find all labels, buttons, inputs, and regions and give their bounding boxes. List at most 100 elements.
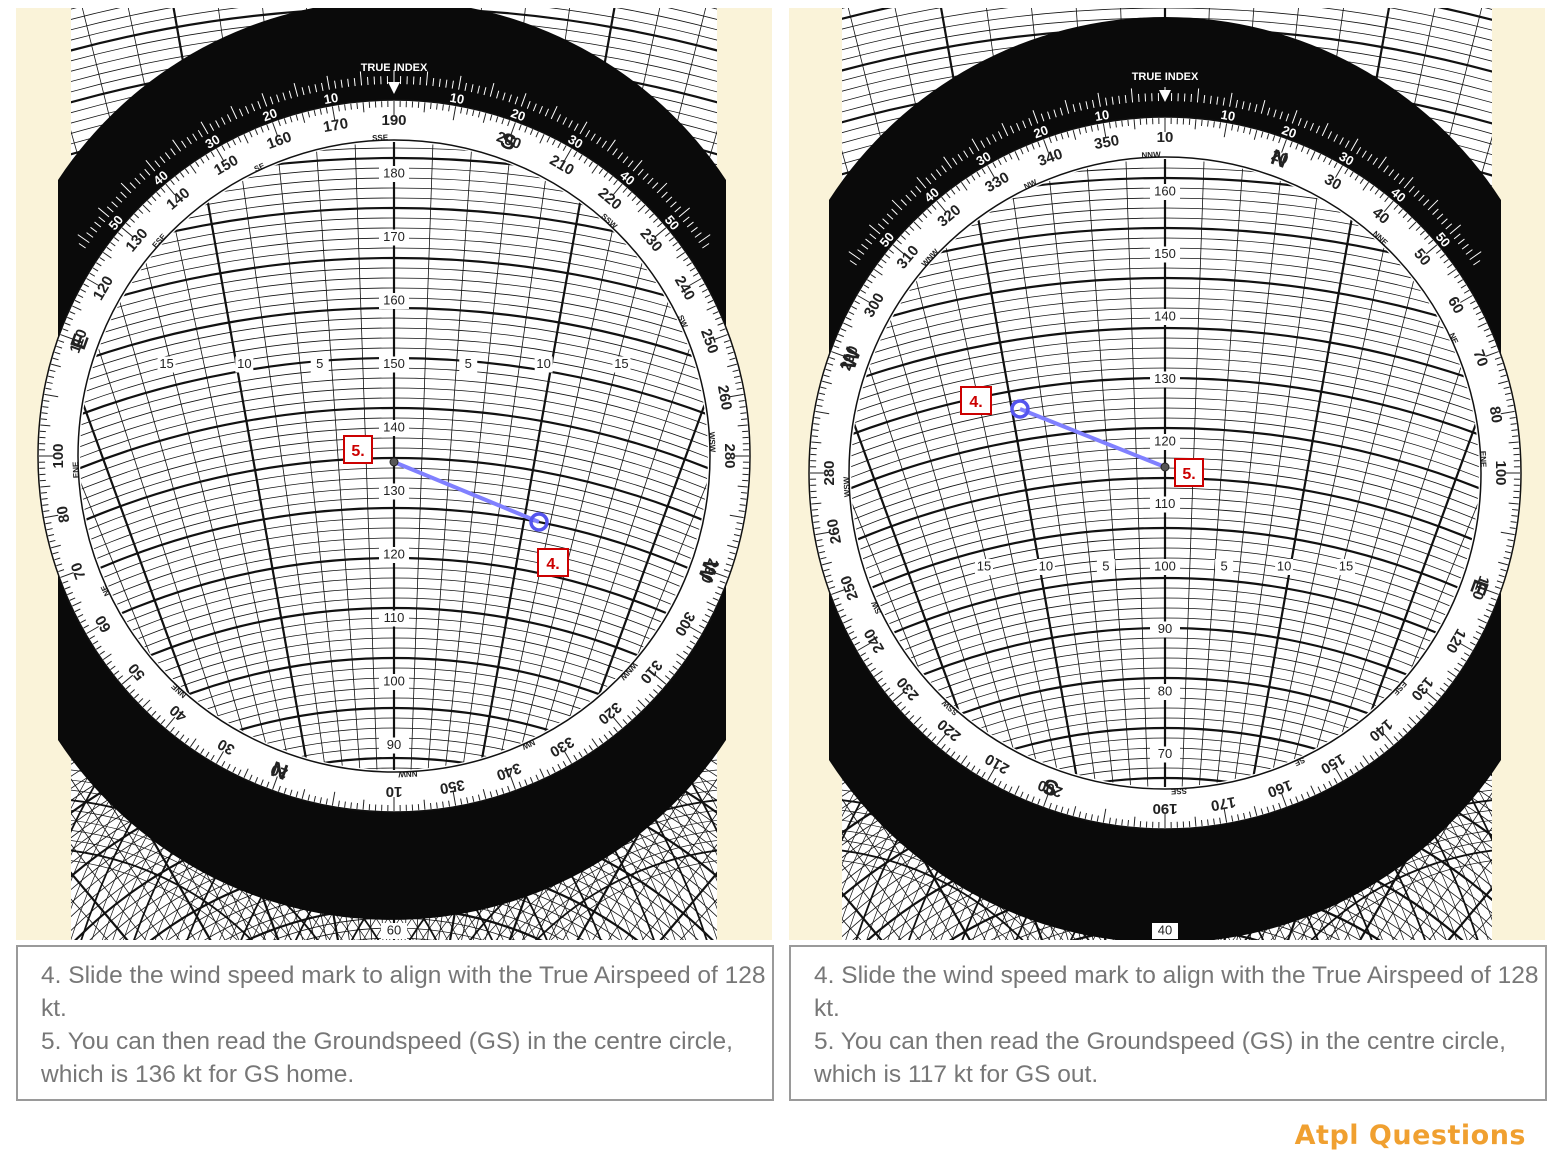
ring-tick [976, 171, 981, 178]
ring-tick [46, 381, 53, 384]
ring-tick [226, 142, 231, 149]
ring-tick [683, 650, 689, 655]
ring-tick [62, 328, 69, 332]
bezel-tick [1469, 251, 1482, 261]
ring-tick [72, 601, 82, 607]
ring-tick [707, 299, 714, 304]
ring-tick [927, 208, 932, 214]
bezel-tick [1040, 113, 1045, 122]
ring-tick [350, 802, 352, 809]
ring-tick [113, 670, 120, 675]
ring-tick [741, 418, 748, 421]
ring-number: 280 [821, 460, 838, 485]
grid-drift-line [535, 531, 717, 940]
centre-scale-label: 110 [384, 610, 405, 625]
bezel-tick [489, 83, 495, 97]
ring-tick [1335, 768, 1343, 781]
ring-number: 190 [381, 112, 406, 129]
bezel-tick [1053, 109, 1057, 118]
ring-tick [835, 603, 842, 607]
ring-tick [138, 698, 144, 703]
bezel-tick [562, 117, 567, 125]
ring-tick [110, 665, 116, 671]
ring-intercardinal: WSW [842, 476, 852, 497]
ring-tick [429, 803, 432, 810]
bezel-tick [464, 82, 467, 91]
ring-tick [608, 730, 613, 737]
ring-tick [884, 687, 891, 692]
bezel-tick [622, 156, 629, 164]
bezel-tick [1032, 110, 1039, 124]
ring-tick [657, 222, 663, 228]
bezel-tick [1388, 169, 1395, 177]
ring-tick [829, 586, 836, 590]
bezel-tick [674, 206, 682, 213]
ring-tick [812, 515, 819, 517]
bezel-tick [230, 105, 238, 120]
bezel-tick [1457, 238, 1465, 245]
grid-drift-line [508, 367, 717, 940]
ring-tick [80, 288, 87, 293]
centre-scale-label: 120 [383, 546, 405, 561]
bezel-label: 20 [509, 105, 528, 124]
grid-drift-line [1274, 270, 1492, 940]
ring-tick [249, 131, 253, 138]
ring-tick [612, 716, 623, 729]
ring-tick [888, 692, 895, 697]
ring-tick [1398, 732, 1403, 738]
ring-tick [1498, 561, 1509, 566]
ring-tick [307, 794, 311, 801]
wind-speed-mark[interactable] [1010, 399, 1030, 419]
grid-drift-line [240, 142, 395, 770]
ring-tick [676, 653, 686, 661]
ring-tick [931, 204, 937, 210]
bezel-tick [882, 218, 889, 225]
ring-tick [58, 569, 65, 573]
ring-tick [578, 154, 583, 161]
bezel-tick [192, 133, 198, 141]
ring-tick [1511, 429, 1518, 431]
bezel-tick [78, 243, 86, 249]
ring-tick [735, 381, 742, 384]
bezel-tick [477, 85, 480, 94]
ring-tick [1335, 165, 1343, 178]
bezel-tick [1403, 176, 1414, 189]
ring-tick [727, 363, 738, 368]
bezel-tick [458, 75, 462, 90]
bezel-tick [596, 137, 602, 145]
ring-tick [1037, 141, 1041, 148]
bezel-tick [1209, 95, 1212, 104]
ring-tick [356, 102, 359, 109]
ring-tick [1503, 386, 1510, 390]
bezel-tick [1383, 165, 1389, 173]
ring-tick [210, 754, 215, 761]
centre-scale-label: 160 [1154, 183, 1176, 198]
bezel-label: 10 [1220, 107, 1237, 124]
ring-tick [1512, 435, 1519, 438]
ring-tick [1486, 333, 1492, 338]
ring-tick [1460, 284, 1467, 289]
ring-tick [557, 763, 562, 770]
ring-tick [1054, 135, 1058, 142]
ring-tick [1278, 802, 1282, 809]
ring-tick [160, 187, 166, 193]
bezel-tick [115, 196, 123, 203]
ring-tick [816, 539, 823, 542]
ring-tick [631, 196, 637, 202]
centre-scale-label: 60 [387, 922, 401, 937]
bezel-tick [321, 82, 324, 91]
ring-tick [1496, 580, 1503, 584]
drift-label-bg [1215, 559, 1234, 575]
ring-tick [49, 369, 56, 373]
bezel-tick [1064, 100, 1070, 114]
bezel-tick [1092, 99, 1095, 108]
bezel-tick [276, 94, 280, 103]
bezel-tick [1333, 134, 1338, 142]
grid-drift-line [496, 262, 717, 940]
ring-tick [170, 179, 175, 186]
bezel-tick [694, 232, 702, 238]
wind-speed-mark[interactable] [529, 512, 549, 532]
bezel-tick [186, 137, 192, 145]
ring-tick [860, 652, 867, 657]
bezel-tick [238, 108, 244, 117]
